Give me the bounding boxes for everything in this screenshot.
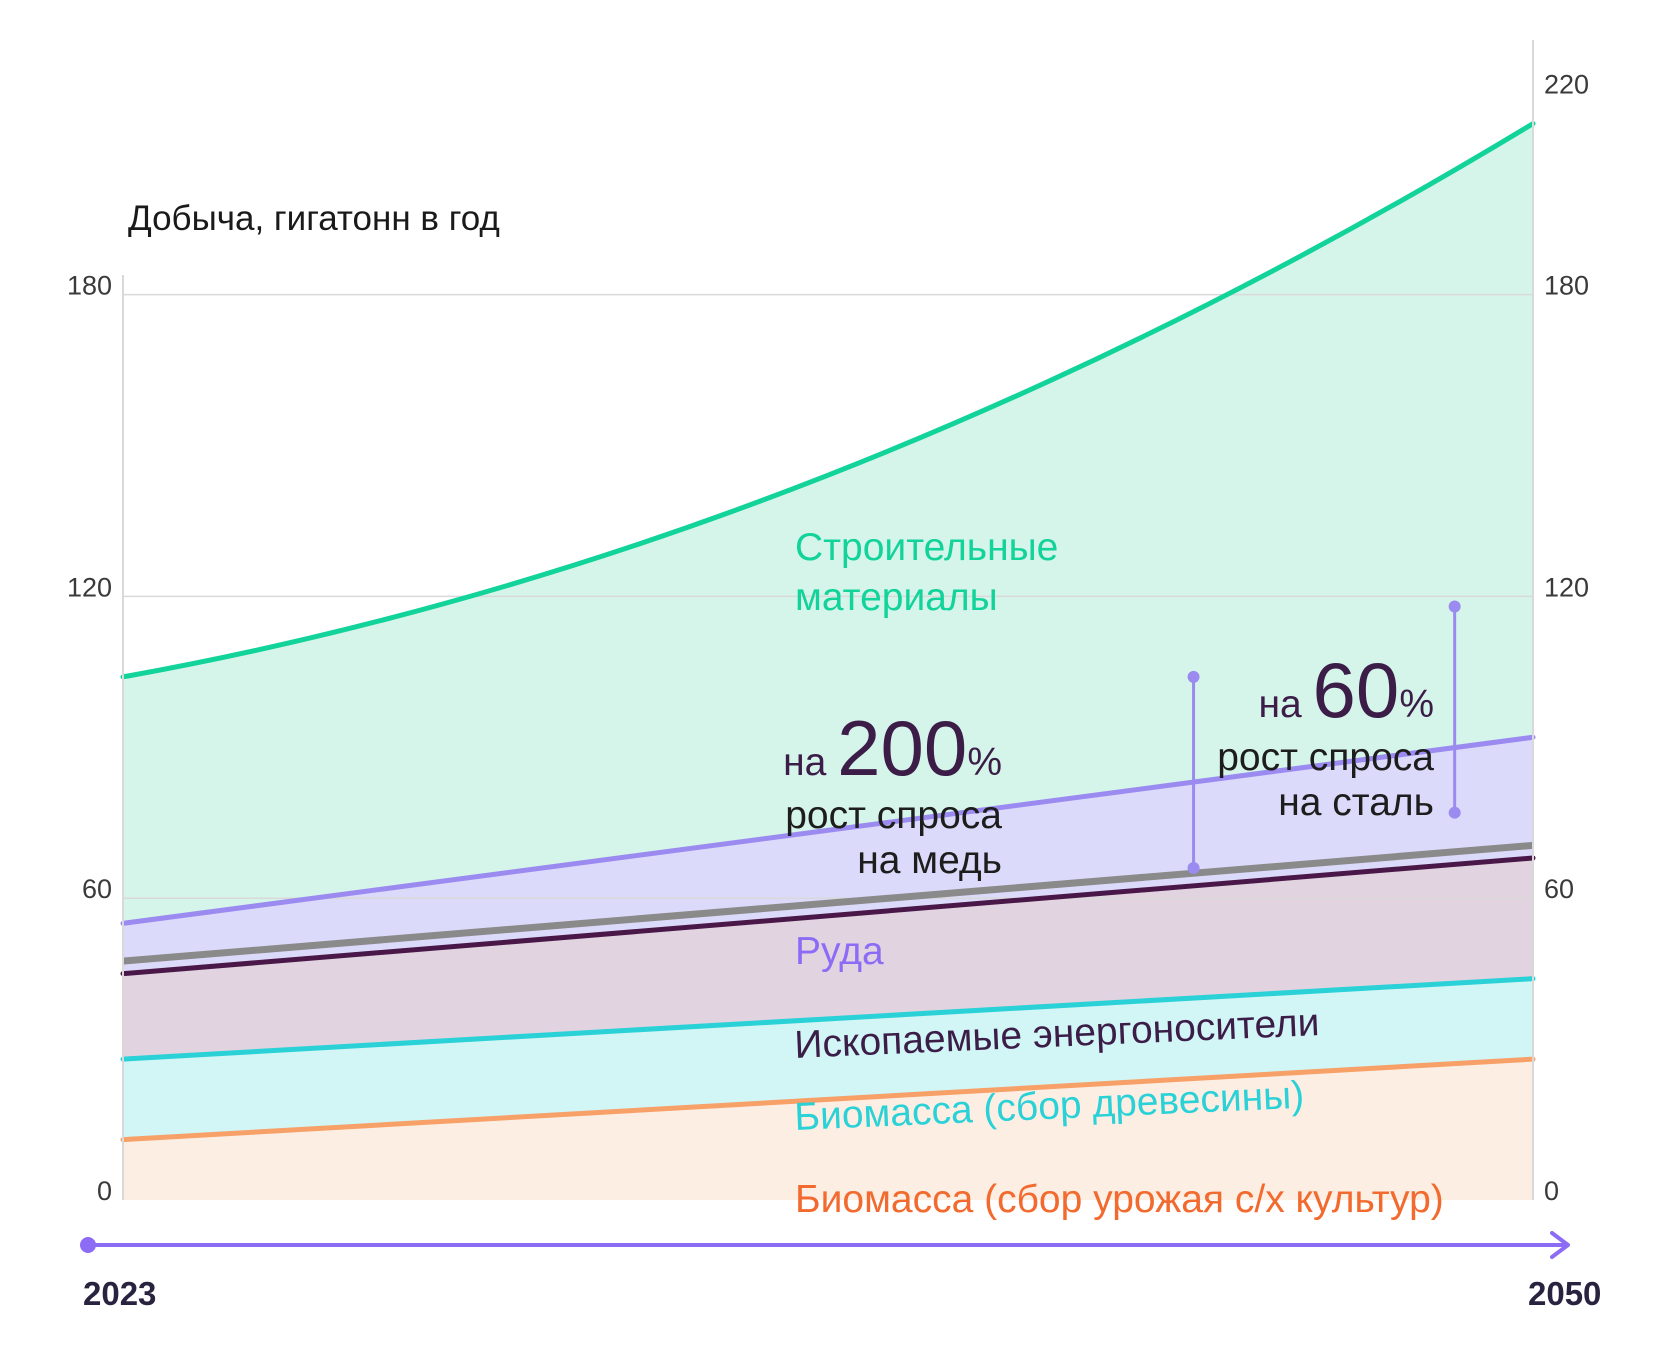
annotation-prefix: на	[1258, 683, 1312, 726]
annotation-range-dot	[1448, 600, 1461, 613]
y-tick-label-right: 60	[1544, 874, 1574, 904]
series-line	[120, 121, 1536, 680]
annotation-range-dot	[1187, 670, 1200, 683]
annotation-number: 60	[1313, 646, 1400, 734]
y-tick-label-right: 0	[1544, 1176, 1559, 1206]
annotation-range-dot	[1187, 862, 1200, 875]
annotation-number: 200	[837, 704, 967, 792]
y-tick-label-right: 120	[1544, 572, 1589, 602]
x-axis-start-dot	[80, 1237, 96, 1253]
series-line	[120, 855, 1536, 977]
y-tick-label-left: 120	[67, 572, 112, 602]
y-tick-label-left: 60	[82, 874, 112, 904]
x-axis-arrowhead	[1550, 1231, 1570, 1259]
annotation-range-dot	[1448, 806, 1461, 819]
annotation-percent: %	[967, 741, 1002, 784]
series-line	[120, 734, 1536, 926]
annotation-line1: рост спроса	[1217, 736, 1434, 779]
annotation-prefix: на	[783, 741, 837, 784]
x-label-end: 2050	[1528, 1275, 1601, 1312]
y-tick-label-right: 220	[1544, 69, 1589, 99]
series-line	[120, 1056, 1536, 1143]
x-label-start: 2023	[83, 1275, 156, 1312]
annotation-line1: рост спроса	[785, 794, 1002, 837]
annotation-line2: на сталь	[1278, 781, 1434, 824]
series-lines	[120, 121, 1536, 1143]
fossil-gray-band	[122, 841, 1534, 965]
y-tick-label-left: 180	[67, 271, 112, 301]
tick-labels: 0 60 120 180 0 60 120 180 220	[67, 69, 1589, 1206]
series-line	[120, 976, 1536, 1062]
chart-title: Добыча, гигатонн в год	[128, 199, 500, 238]
series-label-construction: Строительные материалы	[795, 526, 1058, 619]
series-label: Руда	[795, 930, 884, 973]
y-tick-label-left: 0	[97, 1176, 112, 1206]
axes	[80, 40, 1570, 1259]
label-line: Строительные	[795, 526, 1058, 569]
label-line: материалы	[795, 576, 998, 619]
annotation-percent: %	[1399, 683, 1434, 726]
area-fill	[123, 1059, 1533, 1200]
y-tick-label-right: 180	[1544, 271, 1589, 301]
annotation-value: на 60%	[1258, 646, 1434, 734]
annotation-line2: на медь	[857, 839, 1002, 882]
grid-lines	[123, 293, 1533, 899]
annotation-value: на 200%	[783, 704, 1002, 792]
series-label: Биомасса (сбор урожая с/х культур)	[795, 1178, 1444, 1221]
